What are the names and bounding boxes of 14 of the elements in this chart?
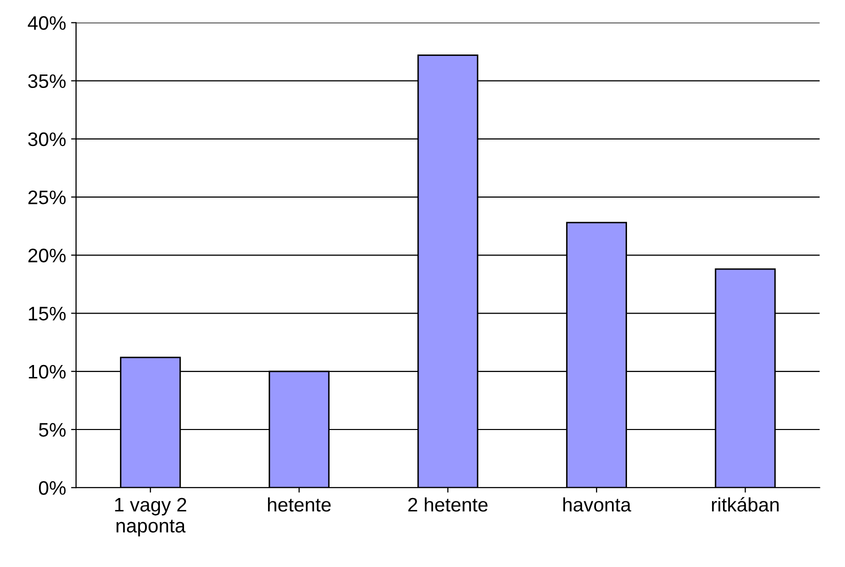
y-tick-label: 5% <box>39 423 66 437</box>
y-tick-label: 25% <box>28 190 66 204</box>
y-tick-label: 10% <box>28 364 66 379</box>
x-tick-label: ritkában <box>712 497 779 512</box>
y-tick-label: 40% <box>28 16 66 30</box>
x-tick-label: 1 vagy 2 naponta <box>115 498 186 536</box>
x-tick-label: hetente <box>268 497 331 512</box>
y-tick-label: 35% <box>28 74 66 88</box>
x-tick-label: 2 hetente <box>408 497 488 512</box>
y-tick-label: 30% <box>28 132 66 146</box>
y-tick-label: 20% <box>28 248 66 262</box>
x-tick-label: havonta <box>563 497 632 512</box>
y-tick-label: 0% <box>38 481 66 495</box>
y-tick-label: 15% <box>28 306 66 321</box>
